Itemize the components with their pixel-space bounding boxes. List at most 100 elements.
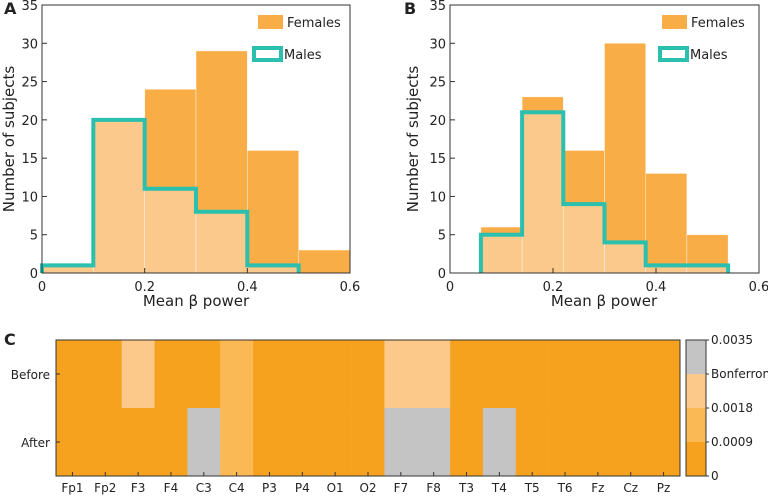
heatmap-cell [515,340,549,409]
y-tick-label: 20 [21,114,38,129]
heatmap-column-label: T3 [458,481,474,495]
panel-a-y-ticks: 0 5 10 15 20 25 30 35 [21,0,47,282]
y-tick-label: 35 [429,0,446,14]
panel-a-male-outline [40,117,301,273]
panel-a-legend-male-swatch [252,46,283,62]
overlap-bar [93,119,145,274]
heatmap-cell [351,340,385,409]
heatmap-cell [417,408,451,477]
overlap-bar [563,203,605,274]
panel-b-y-label: Number of subjects [404,66,422,213]
colorbar-segment [686,442,706,477]
heatmap-cell [121,340,155,409]
heatmap-cells [56,340,681,477]
x-tick-label: 0.2 [134,280,155,295]
colorbar-segment [686,374,706,409]
panel-c-label: C [4,330,16,349]
y-tick-label: 15 [429,152,446,167]
y-tick-label: 10 [21,190,38,205]
heatmap-cell [581,408,615,477]
heatmap-cell [384,340,418,409]
heatmap-cell [121,408,155,477]
y-tick-label: 25 [21,76,38,91]
panel-b-legend-female-swatch [662,15,687,29]
heatmap-column-label: O1 [327,481,344,495]
heatmap-cell [88,408,122,477]
heatmap-column-label: F7 [394,481,409,495]
heatmap-cell [220,408,254,477]
female-bar [645,173,688,274]
x-tick-label: 0.2 [543,280,564,295]
panel-a-legend-male: Males [284,48,322,63]
heatmap-column-label: T5 [524,481,540,495]
panel-a-axes-frame [41,4,351,274]
heatmap-cell [581,340,615,409]
panel-a-histogram: A 0 5 10 15 20 25 30 35 0 0.2 0.4 0.6 Mean β power… [0,0,360,310]
panel-a-label: A [4,0,17,18]
heatmap-cell [285,408,320,477]
female-bar [298,249,351,274]
heatmap-column-label: P3 [262,481,277,495]
heatmap-column-label: C4 [229,481,245,495]
heatmap-cell [351,408,385,477]
panel-b-legend-female: Females [691,16,745,31]
heatmap-column-label: Fp1 [61,481,83,495]
overlap-bar [604,242,646,274]
heatmap-cell [647,340,681,409]
panel-b-x-label: Mean β power [551,292,658,310]
x-tick-label: 0.6 [340,280,361,295]
y-tick-label: 20 [429,114,446,129]
heatmap-column-label: Pz [657,481,671,495]
heatmap-cell [56,340,90,409]
heatmap-cell [253,340,287,409]
panel-c-heatmap: C Before After Fp1 Fp2 F3 F4 C3 C4 P3 P4 O1 O2 F7 F8… [4,330,768,495]
heatmap-cell [515,408,549,477]
overlap-bar [195,211,248,274]
colorbar-label: Bonferroni [711,367,768,381]
panel-b-male-outline [478,110,731,273]
heatmap-cell [614,408,648,477]
y-tick-label: 35 [21,0,38,14]
x-tick-label: 0.6 [749,280,768,295]
heatmap-cell [285,340,320,409]
y-tick-label: 30 [429,37,446,52]
heatmap-cell [384,408,418,477]
heatmap-column-label: P4 [295,481,310,495]
colorbar-label: 0.0018 [711,401,753,415]
heatmap-cell [56,408,90,477]
heatmap-column-label: F8 [426,481,441,495]
heatmap-column-label: F4 [164,481,179,495]
colorbar-labels: 0.0035 Bonferroni 0.0018 0.0009 0 [706,333,768,483]
overlap-bar [521,111,564,274]
heatmap-cell [417,340,451,409]
heatmap-cell [253,408,287,477]
colorbar-segment [686,340,706,375]
heatmap-cell [482,408,517,477]
heatmap-column-label: C3 [196,481,212,495]
y-tick-label: 0 [438,267,446,282]
female-bar [604,43,646,274]
x-tick-label: 0 [446,280,454,295]
panel-b-y-ticks: 0 5 10 15 20 25 30 35 [429,0,455,282]
heatmap-cell [482,340,517,409]
heatmap-cell [187,408,221,477]
heatmap-row-labels: Before After [11,368,60,450]
heatmap-column-label: Cz [623,481,638,495]
heatmap-row-label: Before [11,368,50,382]
heatmap-cell [154,340,188,409]
panel-b-overlap-bars [480,111,729,274]
y-tick-label: 10 [429,190,446,205]
x-tick-label: 0 [38,280,46,295]
heatmap-cell [450,408,484,477]
x-tick-label: 0.4 [237,280,258,295]
panel-a-overlap-bars [41,119,299,274]
heatmap-column-label: T4 [491,481,507,495]
y-tick-label: 25 [429,76,446,91]
heatmap-cell [88,340,122,409]
panel-a-y-label: Number of subjects [0,66,18,213]
heatmap-cell [450,340,484,409]
colorbar-segment [686,408,706,443]
heatmap-column-label: T6 [557,481,573,495]
female-bar [247,150,299,274]
panel-a-x-label: Mean β power [143,292,250,310]
